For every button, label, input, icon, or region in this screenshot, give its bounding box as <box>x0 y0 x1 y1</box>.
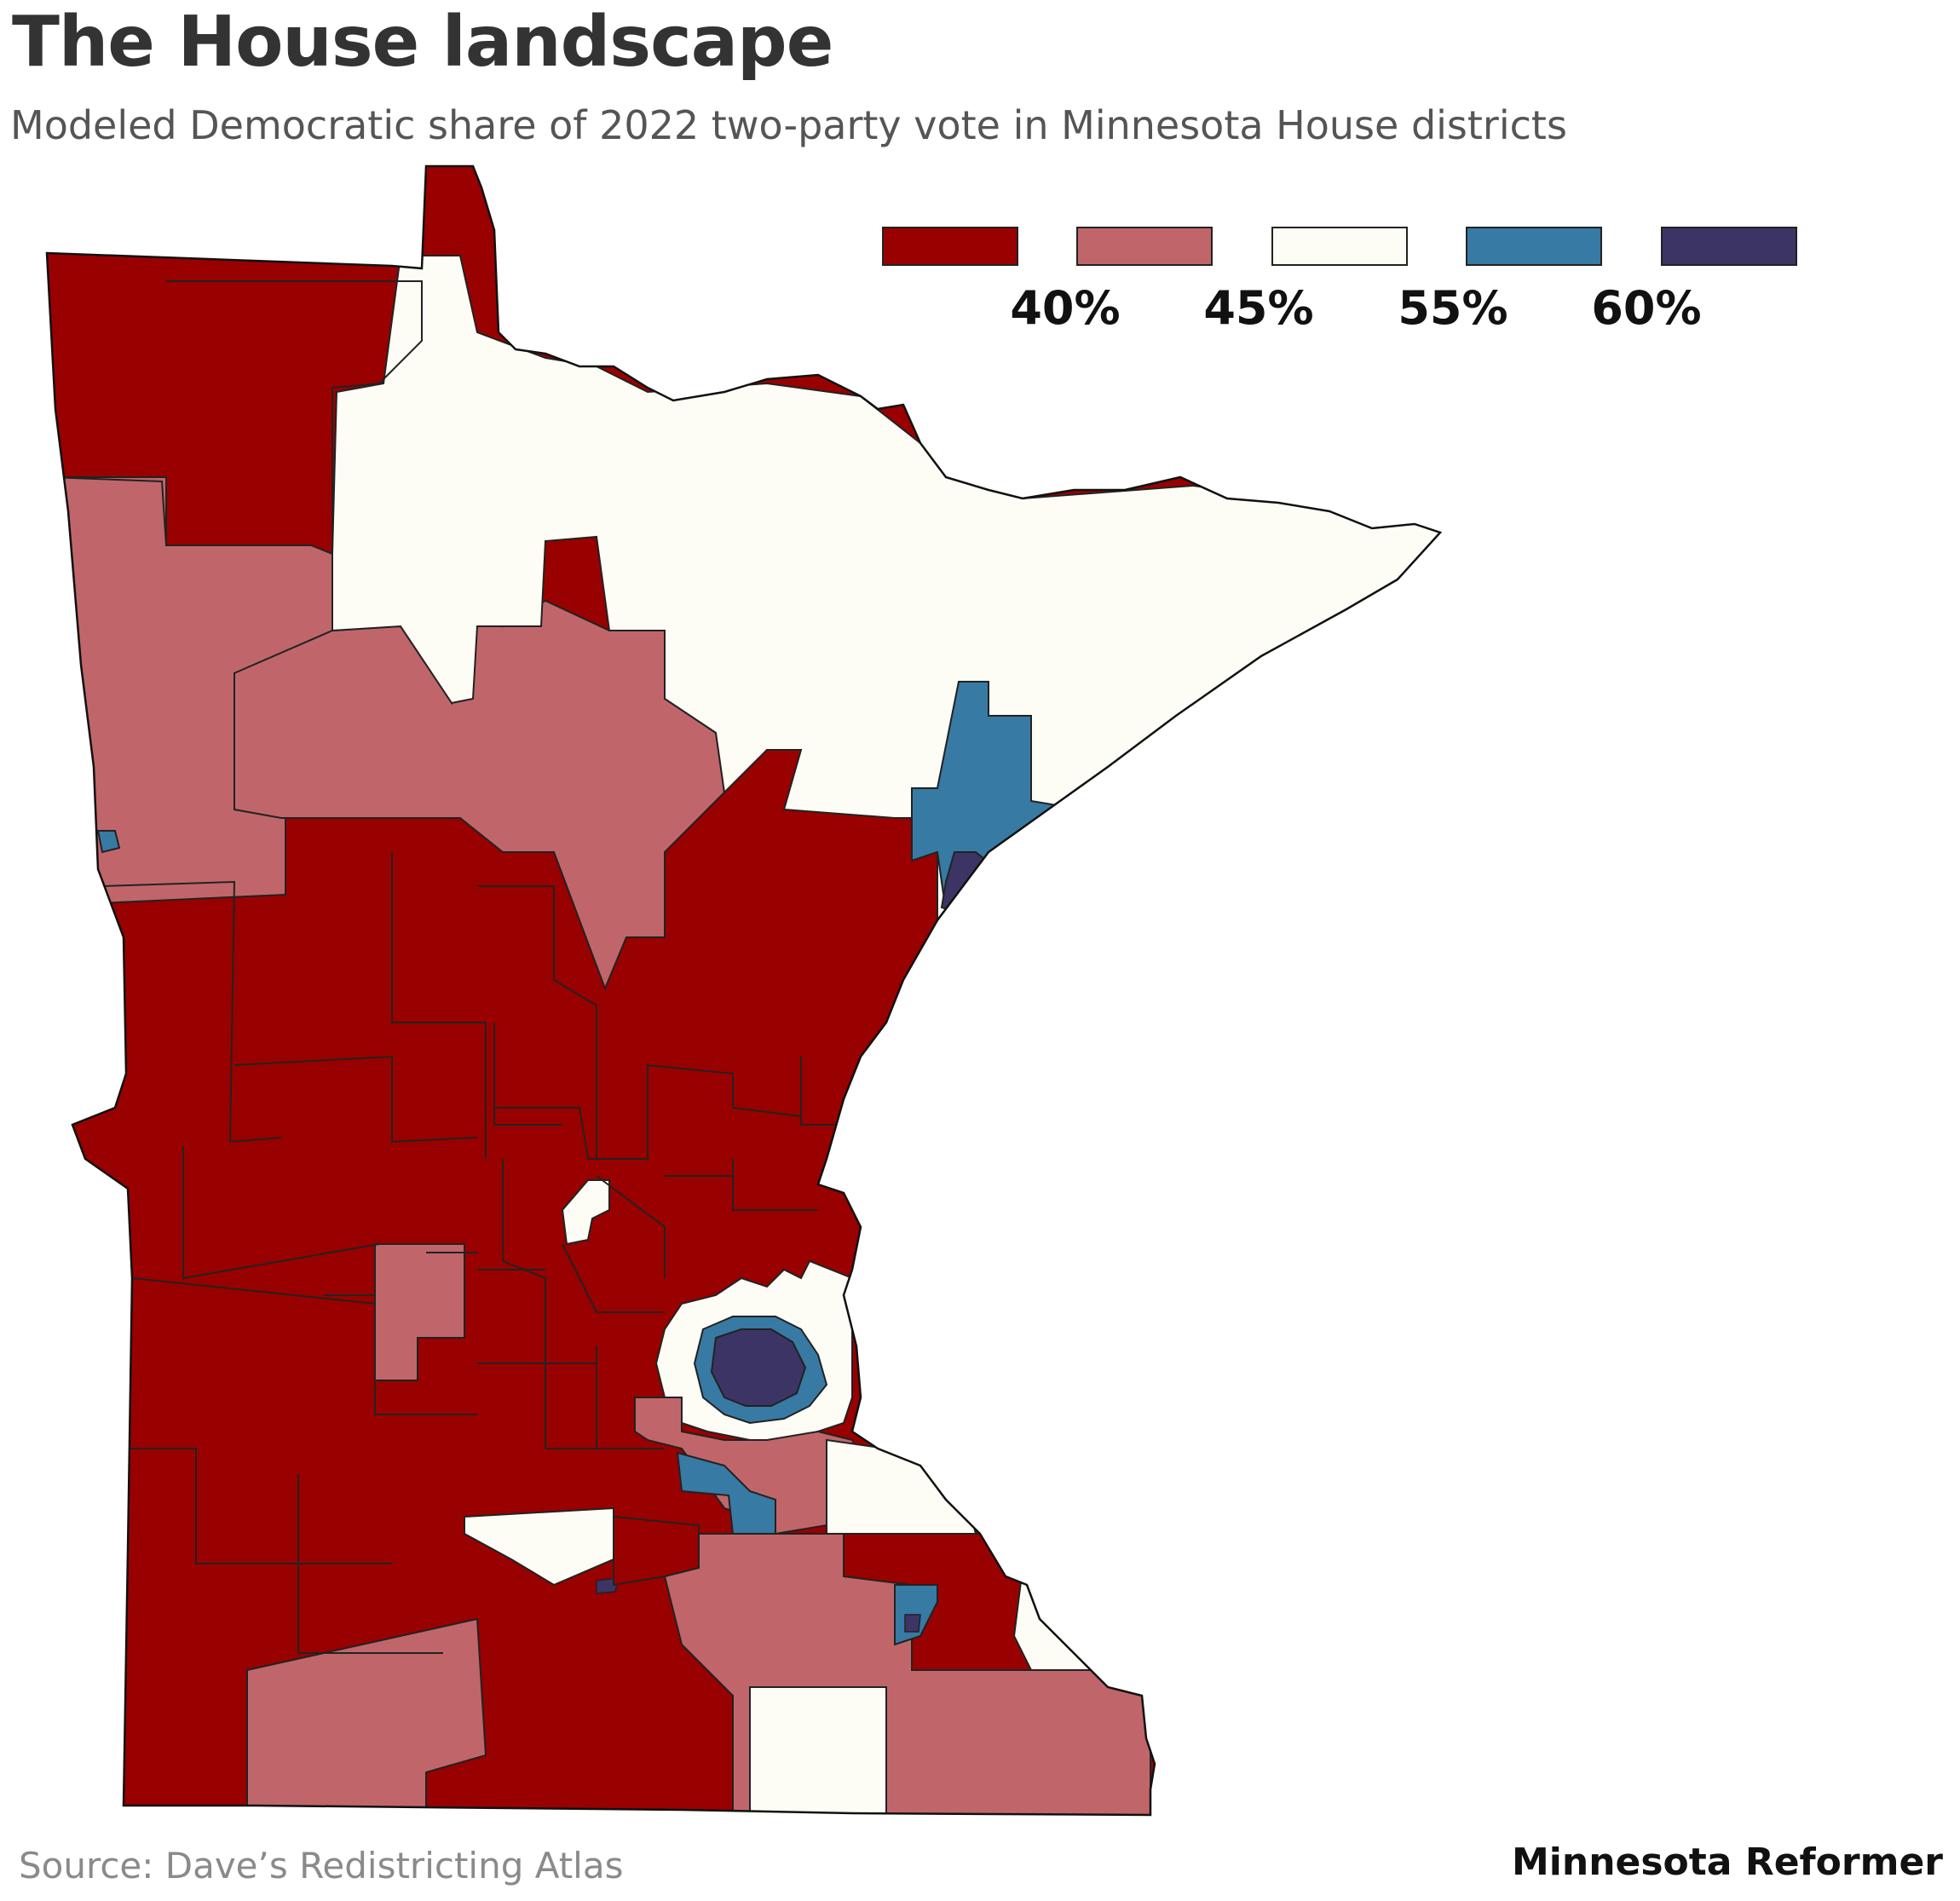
region-under-40 <box>613 1515 700 1587</box>
chart-subtitle: Modeled Democratic share of 2022 two-par… <box>10 102 1567 148</box>
region-45-55 <box>749 1686 887 1815</box>
source-note: Source: Dave’s Redistricting Atlas <box>19 1845 624 1887</box>
region-40-45 <box>246 1617 487 1815</box>
region-45-55 <box>1012 1566 1151 1671</box>
legend-tick-label: 55% <box>1398 281 1508 335</box>
legend-swatch-40-45 <box>1076 227 1213 266</box>
legend: 40% 45% 55% 60% <box>0 0 1960 358</box>
publisher-credit: Minnesota Reformer <box>1512 1841 1943 1884</box>
legend-swatch-45-55 <box>1271 227 1408 266</box>
legend-tick-label: 45% <box>1203 281 1314 335</box>
region-45-55 <box>464 1506 614 1587</box>
region-over-60 <box>710 1328 807 1407</box>
legend-tick-label: 60% <box>1591 281 1702 335</box>
chart-title: The House landscape <box>12 2 833 83</box>
region-over-60 <box>596 1577 619 1594</box>
legend-tick-label: 40% <box>1010 281 1121 335</box>
district-borders <box>50 280 844 1654</box>
region-over-60 <box>904 1614 921 1633</box>
state-outline <box>45 164 1443 1817</box>
region-55-60 <box>96 830 121 854</box>
district-fills <box>47 166 1440 1815</box>
region-45-55 <box>561 1179 610 1246</box>
legend-swatch-55-60 <box>1466 227 1602 266</box>
legend-swatch-under-40 <box>882 227 1018 266</box>
legend-swatch-over-60 <box>1661 227 1797 266</box>
